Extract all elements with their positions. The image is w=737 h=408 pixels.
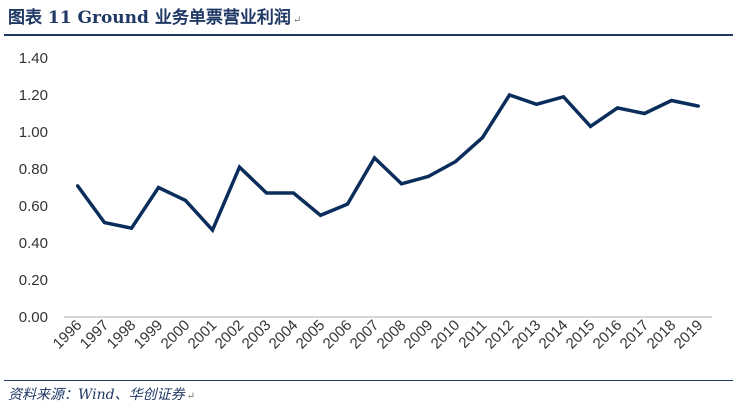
title-rule [4,34,733,36]
x-tick-label: 2001 [185,317,221,353]
data-point [130,226,133,230]
data-point [292,191,295,195]
data-point [211,228,214,232]
x-tick-label: 2005 [293,317,329,353]
x-tick-label: 2015 [563,317,599,353]
x-tick-label: 2012 [482,317,518,353]
x-tick-label: 2009 [401,317,437,353]
x-tick-label: 2000 [158,317,194,353]
data-point [400,182,403,186]
y-tick-label: 0.80 [19,161,48,178]
y-axis-ticks: 0.00 0.20 0.40 0.60 0.80 1.00 1.20 1.40 [19,50,48,326]
x-tick-label: 2006 [320,317,356,353]
x-tick-label: 1998 [104,317,140,353]
source-rule [4,380,733,381]
x-tick-label: 2003 [239,317,275,353]
data-point [670,99,673,103]
data-point [346,202,349,206]
y-tick-label: 0.00 [19,309,48,326]
source-paragraph-mark: ↵ [186,391,195,402]
source-note: 资料来源：Wind、华创证券 ↵ [8,384,195,406]
y-tick-label: 0.40 [19,235,48,252]
x-tick-label: 1997 [77,317,113,353]
x-tick-label: 2018 [644,317,680,353]
figure-title-text: 图表 11 Ground 业务单票营业利润 [8,8,291,28]
data-point [103,221,106,225]
x-tick-label: 2019 [671,317,707,353]
x-tick-label: 2007 [347,317,383,353]
x-tick-label: 2004 [266,317,302,353]
data-point [157,186,160,189]
x-tick-label: 1999 [131,317,167,353]
data-point [76,184,79,188]
x-tick-label: 2010 [428,317,464,353]
data-point [373,156,376,160]
data-point [643,112,646,115]
source-text: 资料来源：Wind、华创证券 [8,387,185,403]
x-tick-label: 2013 [509,317,545,353]
x-tick-label: 2008 [374,317,410,353]
data-point [427,174,430,178]
data-point [535,102,538,106]
data-point [508,93,511,97]
y-tick-label: 0.60 [19,198,48,215]
data-point [616,106,619,110]
x-tick-label: 1996 [50,317,86,353]
paragraph-mark: ↵ [292,15,302,26]
y-tick-label: 1.40 [19,50,48,67]
figure-title: 图表 11 Ground 业务单票营业利润 ↵ [8,4,301,32]
line-chart: 0.000.200.400.600.801.001.201.40 1996199… [19,50,712,353]
y-tick-label: 0.20 [19,272,48,289]
data-point [454,160,457,164]
series-line [76,92,699,234]
y-tick-label: 1.00 [19,124,48,141]
data-point [319,213,322,217]
x-tick-label: 2002 [212,317,248,353]
data-point [562,95,565,99]
data-point [265,191,268,195]
x-tick-label: 2014 [536,317,572,353]
data-point [589,124,592,128]
series-group [76,92,700,234]
data-point [697,104,700,108]
y-tick-label: 1.20 [19,87,48,104]
data-point [184,198,187,202]
x-axis-ticks: 1996199719981999200020012002200320042005… [50,317,707,353]
x-tick-label: 2011 [455,317,490,352]
data-point [238,165,241,169]
x-tick-label: 2017 [617,317,653,353]
data-point [481,136,484,140]
x-tick-label: 2016 [590,317,626,353]
